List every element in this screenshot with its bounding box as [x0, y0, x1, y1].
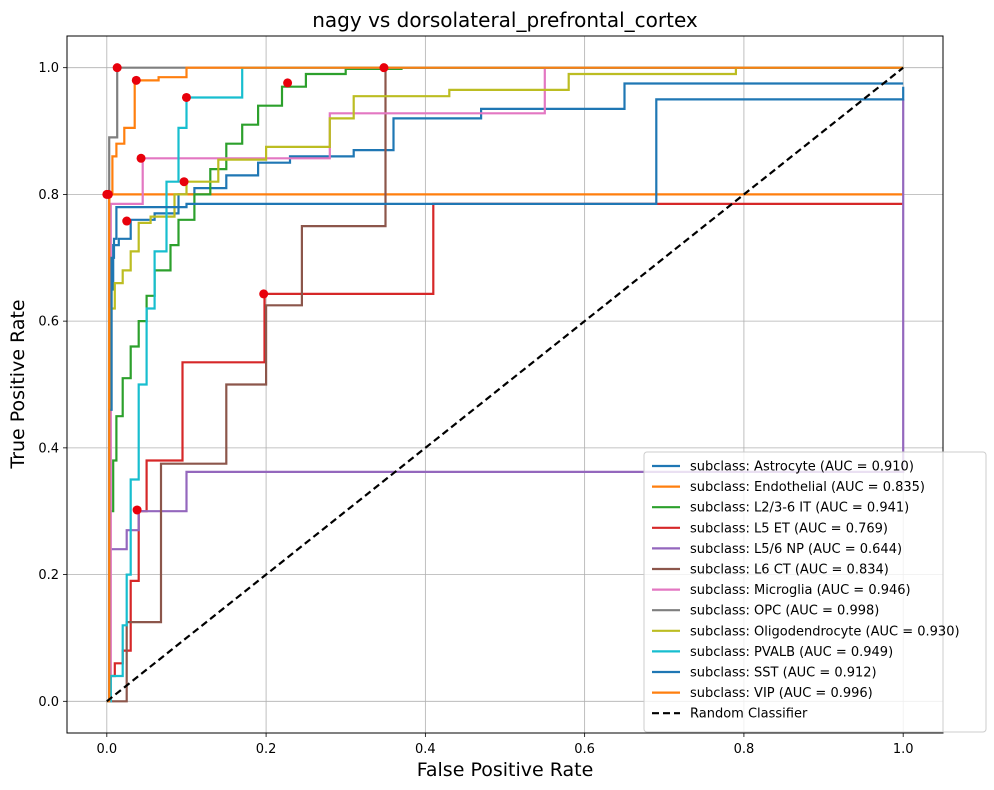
legend-box — [643, 451, 987, 733]
optimal-points — [102, 63, 389, 515]
legend-entry: Random Classifier — [690, 707, 808, 722]
legend-entry: subclass: Astrocyte (AUC = 0.910) — [690, 460, 914, 475]
legend-entry: subclass: L5/6 NP (AUC = 0.644) — [690, 542, 902, 557]
optimal-threshold-point — [136, 153, 146, 163]
legend-entry: subclass: SST (AUC = 0.912) — [690, 666, 877, 681]
y-tick-label: 0.0 — [38, 695, 59, 710]
roc-curve — [106, 66, 904, 703]
y-axis-label: True Positive Rate — [7, 299, 29, 469]
legend: subclass: Astrocyte (AUC = 0.910) subclas… — [643, 451, 987, 733]
optimal-threshold-point — [131, 75, 141, 85]
legend-entry: subclass: Microglia (AUC = 0.946) — [690, 583, 911, 598]
optimal-threshold-point — [122, 216, 132, 226]
legend-entry: subclass: OPC (AUC = 0.998) — [690, 604, 879, 619]
legend-entry: subclass: L6 CT (AUC = 0.834) — [690, 563, 889, 578]
optimal-threshold-point — [179, 177, 189, 187]
x-tick-label: 0.8 — [734, 742, 755, 757]
x-tick-label: 0.2 — [256, 742, 277, 757]
x-tick-label: 0.6 — [574, 742, 595, 757]
legend-entry: subclass: L2/3-6 IT (AUC = 0.941) — [690, 501, 909, 516]
legend-entry: subclass: Endothelial (AUC = 0.835) — [690, 480, 925, 495]
roc-curve — [106, 66, 904, 703]
y-tick-label: 1.0 — [38, 61, 59, 76]
legend-entry: subclass: Oligodendrocyte (AUC = 0.930) — [690, 624, 960, 639]
optimal-threshold-point — [102, 189, 112, 199]
roc-curve — [106, 66, 904, 703]
y-tick-label: 0.4 — [38, 441, 59, 456]
roc-curve — [106, 66, 904, 703]
x-axis-label: False Positive Rate — [417, 759, 594, 781]
plot-frame — [66, 35, 944, 734]
optimal-threshold-point — [379, 63, 389, 73]
x-tick-label: 1.0 — [893, 742, 914, 757]
y-tick-label: 0.6 — [38, 315, 59, 330]
y-tick-label: 0.8 — [38, 188, 59, 203]
legend-entry: subclass: PVALB (AUC = 0.949) — [690, 645, 893, 660]
optimal-threshold-point — [283, 78, 293, 88]
optimal-threshold-point — [181, 92, 191, 102]
chart-title: nagy vs dorsolateral_prefrontal_cortex — [312, 8, 698, 32]
legend-entry: subclass: VIP (AUC = 0.996) — [690, 686, 873, 701]
legend-entry: subclass: L5 ET (AUC = 0.769) — [690, 521, 888, 536]
optimal-threshold-point — [132, 505, 142, 515]
random-classifier-line — [106, 66, 904, 703]
y-tick-label: 0.2 — [38, 568, 59, 583]
optimal-threshold-point — [259, 289, 269, 299]
plot-area: 0.0 0.2 0.4 0.6 0.8 1.0 0.0 0.2 0.4 0.6 0.8 1.0 — [38, 35, 944, 757]
x-tick-label: 0.0 — [96, 742, 117, 757]
optimal-threshold-point — [112, 63, 122, 73]
axis-ticks: 0.0 0.2 0.4 0.6 0.8 1.0 0.0 0.2 0.4 0.6 0.8 1.0 — [38, 61, 913, 757]
x-tick-label: 0.4 — [415, 742, 436, 757]
